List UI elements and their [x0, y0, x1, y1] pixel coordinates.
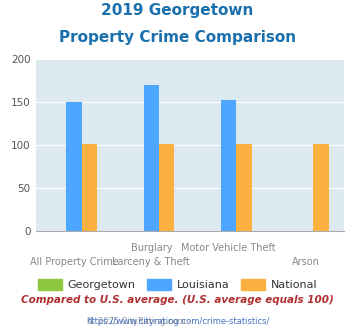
- Bar: [143, 85, 159, 231]
- Text: 2019 Georgetown: 2019 Georgetown: [101, 3, 254, 18]
- Text: All Property Crime: All Property Crime: [30, 257, 119, 267]
- Text: https://www.cityrating.com/crime-statistics/: https://www.cityrating.com/crime-statist…: [86, 317, 269, 326]
- Bar: [66, 102, 82, 231]
- Text: Compared to U.S. average. (U.S. average equals 100): Compared to U.S. average. (U.S. average …: [21, 295, 334, 305]
- Text: Property Crime Comparison: Property Crime Comparison: [59, 30, 296, 45]
- Legend: Georgetown, Louisiana, National: Georgetown, Louisiana, National: [33, 275, 322, 294]
- Bar: [82, 144, 97, 231]
- Text: Burglary: Burglary: [131, 243, 172, 252]
- Text: © 2025 CityRating.com -: © 2025 CityRating.com -: [87, 317, 194, 326]
- Bar: [221, 100, 236, 231]
- Bar: [313, 144, 329, 231]
- Bar: [236, 144, 252, 231]
- Text: Larceny & Theft: Larceny & Theft: [113, 257, 190, 267]
- Text: Arson: Arson: [292, 257, 320, 267]
- Text: Motor Vehicle Theft: Motor Vehicle Theft: [181, 243, 276, 252]
- Bar: [159, 144, 174, 231]
